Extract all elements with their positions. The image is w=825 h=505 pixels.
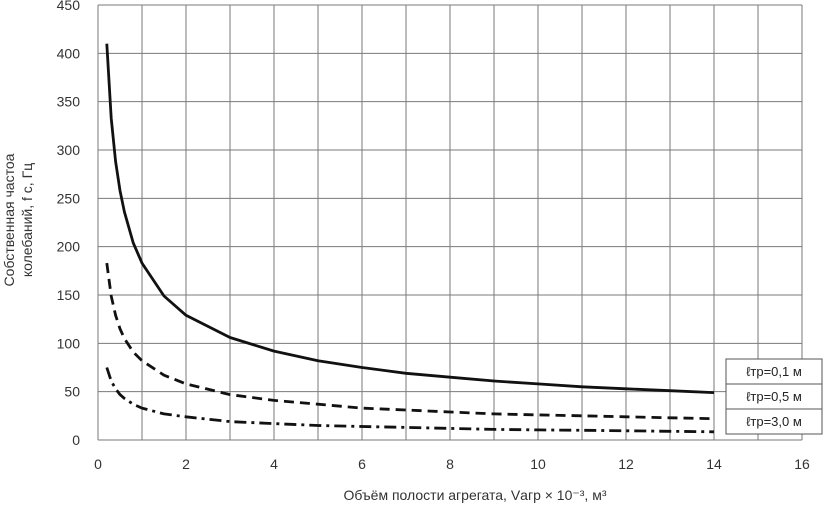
series-line-3	[105, 367, 715, 434]
legend-entry-1: ℓтр=0,1 м	[746, 364, 802, 379]
y-axis-label-line-1: Собственная частоа	[1, 153, 17, 286]
series-line-1	[105, 43, 715, 394]
y-tick-label: 450	[57, 0, 81, 13]
y-tick-label: 300	[57, 142, 81, 158]
x-tick-label: 0	[94, 456, 102, 472]
y-tick-label: 150	[57, 287, 81, 303]
y-tick-label: 0	[72, 432, 80, 448]
y-tick-label: 350	[57, 94, 81, 110]
x-tick-label: 6	[358, 456, 366, 472]
x-tick-label: 2	[182, 456, 190, 472]
grid	[97, 4, 803, 441]
x-tick-label: 4	[270, 456, 278, 472]
y-tick-label: 400	[57, 45, 81, 61]
x-tick-label: 16	[794, 456, 810, 472]
x-axis-label: Объём полости агрегата, Vагр × 10⁻³, м³	[343, 487, 606, 503]
x-tick-labels: 0 2 4 6 8 10 12 14 16	[94, 456, 810, 472]
y-tick-labels: 0 50 100 150 200 250 300 350 400 450	[57, 0, 81, 448]
series-line-2	[105, 262, 715, 421]
legend-box	[725, 358, 823, 435]
legend-entry-2: ℓтр=0,5 м	[746, 389, 802, 404]
x-tick-label: 12	[618, 456, 634, 472]
y-axis-label-line-2: колебаний, f с, Гц	[19, 163, 35, 277]
x-tick-label: 10	[530, 456, 546, 472]
legend: ℓтр=0,1 м ℓтр=0,5 м ℓтр=3,0 м	[725, 358, 823, 435]
y-tick-label: 200	[57, 239, 81, 255]
x-tick-label: 8	[446, 456, 454, 472]
legend-entry-3: ℓтр=3,0 м	[746, 414, 802, 429]
y-tick-label: 50	[64, 384, 80, 400]
y-tick-label: 250	[57, 190, 81, 206]
series-lines	[105, 43, 715, 434]
x-tick-label: 14	[706, 456, 722, 472]
y-tick-label: 100	[57, 335, 81, 351]
